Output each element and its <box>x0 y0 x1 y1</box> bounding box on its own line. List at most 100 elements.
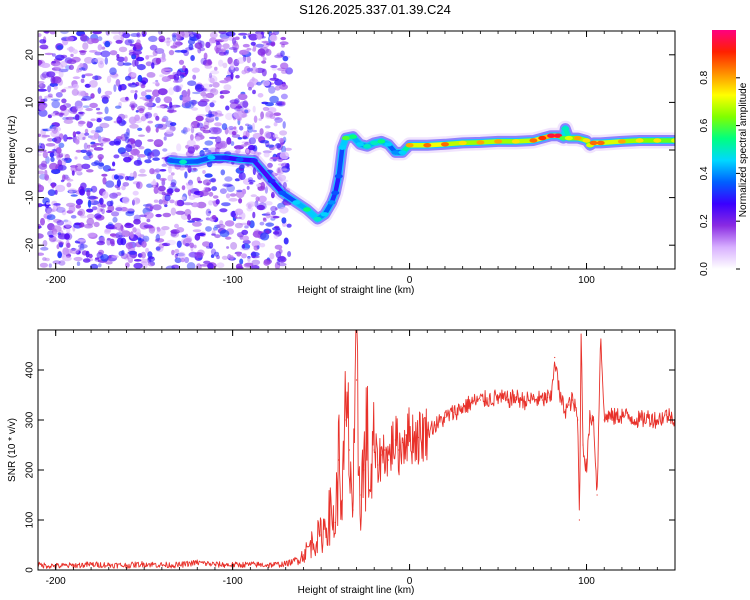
snr-data-point <box>108 564 110 566</box>
noise-blob <box>84 128 89 134</box>
noise-blob <box>277 172 282 176</box>
noise-blob <box>47 114 53 119</box>
noise-blob <box>144 89 153 93</box>
noise-blob <box>129 231 134 239</box>
noise-blob <box>225 193 231 199</box>
noise-blob <box>188 43 194 50</box>
noise-blob <box>204 149 212 153</box>
noise-blob <box>82 136 86 140</box>
noise-blob <box>104 228 111 233</box>
ridge-point <box>617 139 626 144</box>
noise-blob <box>38 225 42 229</box>
noise-blob <box>251 259 261 266</box>
noise-blob <box>118 46 128 53</box>
noise-blob <box>45 206 52 214</box>
noise-blob <box>109 50 118 56</box>
noise-blob <box>218 140 228 149</box>
noise-blob <box>107 222 113 226</box>
ridge-point <box>573 135 582 141</box>
noise-blob <box>189 99 198 105</box>
noise-blob <box>187 220 196 223</box>
snr-data-point <box>515 396 517 399</box>
noise-blob <box>194 83 202 90</box>
noise-blob <box>47 85 52 93</box>
noise-blob <box>212 127 222 135</box>
noise-blob <box>214 66 218 71</box>
noise-blob <box>90 145 97 148</box>
noise-blob <box>236 189 243 193</box>
noise-blob <box>128 250 137 255</box>
noise-blob <box>192 91 201 95</box>
noise-blob <box>108 255 112 259</box>
noise-blob <box>150 181 158 186</box>
noise-blob <box>69 248 79 255</box>
noise-blob <box>252 122 255 131</box>
noise-blob <box>219 220 224 226</box>
noise-blob <box>98 162 105 167</box>
noise-blob <box>235 74 240 79</box>
noise-blob <box>101 208 105 215</box>
noise-blob <box>242 239 251 245</box>
noise-blob <box>242 35 247 39</box>
noise-blob <box>248 87 252 91</box>
noise-blob <box>191 107 199 111</box>
noise-blob <box>247 124 253 130</box>
snr-data-point <box>401 441 404 444</box>
noise-blob <box>192 74 197 80</box>
noise-blob <box>270 64 278 69</box>
ridge-point <box>391 150 400 155</box>
noise-blob <box>259 243 266 248</box>
snr-data-point <box>630 416 632 419</box>
noise-blob <box>132 197 141 205</box>
noise-blob <box>120 253 128 260</box>
noise-blob <box>155 57 162 65</box>
noise-blob <box>185 182 191 186</box>
noise-blob <box>252 89 256 95</box>
noise-blob <box>86 169 94 173</box>
noise-blob <box>218 51 227 56</box>
noise-blob <box>205 105 211 113</box>
noise-blob <box>265 222 275 227</box>
noise-blob <box>185 47 195 51</box>
noise-blob <box>75 149 83 153</box>
noise-blob <box>224 220 235 227</box>
noise-blob <box>124 114 128 119</box>
noise-blob <box>230 62 235 70</box>
noise-blob <box>155 96 161 104</box>
noise-blob <box>260 232 270 241</box>
noise-blob <box>285 67 293 75</box>
noise-blob <box>74 114 80 121</box>
noise-blob <box>211 186 218 192</box>
noise-blob <box>111 255 119 259</box>
noise-blob <box>225 112 234 121</box>
noise-blob <box>53 70 62 74</box>
noise-blob <box>109 233 117 237</box>
noise-blob <box>204 140 214 146</box>
ridge-point <box>235 157 244 162</box>
noise-blob <box>54 63 64 70</box>
noise-blob <box>225 49 229 54</box>
noise-blob <box>153 139 164 148</box>
noise-blob <box>39 83 43 87</box>
noise-blob <box>90 93 95 99</box>
noise-blob <box>115 136 123 140</box>
noise-blob <box>154 168 161 173</box>
ridge-point <box>564 135 573 141</box>
noise-blob <box>106 210 112 213</box>
noise-blob <box>242 244 246 249</box>
ridge-point <box>529 138 538 143</box>
noise-blob <box>161 76 170 83</box>
noise-blob <box>208 218 216 222</box>
noise-blob <box>38 233 44 239</box>
noise-blob <box>167 188 174 194</box>
noise-blob <box>218 31 227 35</box>
noise-blob <box>173 85 182 93</box>
snr-data-point <box>345 419 347 421</box>
noise-blob <box>214 234 221 239</box>
noise-blob <box>122 32 131 39</box>
noise-blob <box>258 118 263 121</box>
noise-blob <box>238 32 248 36</box>
noise-blob <box>97 161 104 170</box>
noise-blob <box>172 34 177 42</box>
noise-blob <box>184 256 190 264</box>
